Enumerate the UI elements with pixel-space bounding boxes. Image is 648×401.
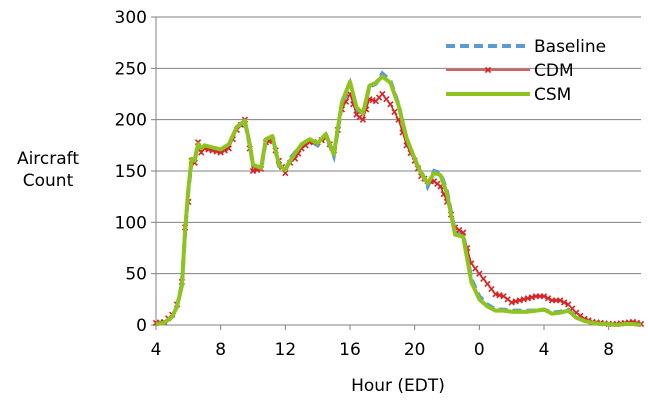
series-line-csm xyxy=(155,74,642,327)
x-tick-label-0: 4 xyxy=(151,340,162,360)
y-tick-label-250: 250 xyxy=(115,59,147,79)
data-point xyxy=(379,90,386,98)
x-tick-label-6: 4 xyxy=(539,340,550,360)
data-point xyxy=(383,95,390,103)
series-markers-cdm xyxy=(152,90,645,328)
data-point xyxy=(544,295,552,302)
series-layer xyxy=(152,70,645,328)
y-axis-label-line2: Count xyxy=(23,171,74,191)
legend-label-baseline: Baseline xyxy=(534,37,606,57)
y-tick-label-100: 100 xyxy=(115,213,147,233)
legend: Baseline CDM CSM xyxy=(446,37,606,105)
data-point xyxy=(391,108,398,116)
y-tick-label-300: 300 xyxy=(115,8,147,28)
x-tick-label-3: 16 xyxy=(339,340,361,360)
x-axis-label: Hour (EDT) xyxy=(351,376,445,396)
data-point xyxy=(540,293,548,300)
data-point xyxy=(282,169,289,177)
legend-marker-cdm xyxy=(484,66,492,74)
y-tick-label-0: 0 xyxy=(136,316,147,336)
legend-marker-point xyxy=(484,66,492,74)
gridlines xyxy=(156,16,641,275)
x-tick-label-4: 20 xyxy=(404,340,426,360)
x-tick-label-7: 8 xyxy=(603,340,614,360)
y-tick-label-50: 50 xyxy=(125,265,147,285)
data-point xyxy=(387,101,394,108)
data-point xyxy=(476,270,483,277)
y-axis-label-line1: Aircraft xyxy=(17,149,79,169)
data-point xyxy=(561,299,568,306)
x-ticks: 4 8 12 16 20 0 4 8 xyxy=(151,325,614,360)
x-tick-label-2: 12 xyxy=(275,340,297,360)
data-point xyxy=(557,297,564,304)
y-tick-label-200: 200 xyxy=(115,111,147,131)
data-point xyxy=(484,280,491,288)
legend-label-csm: CSM xyxy=(534,85,571,105)
data-point xyxy=(455,226,463,234)
data-point xyxy=(472,265,479,272)
data-point xyxy=(480,275,487,282)
y-tick-label-150: 150 xyxy=(115,162,147,182)
data-point xyxy=(488,285,495,293)
x-tick-label-1: 8 xyxy=(215,340,226,360)
series-line-cdm xyxy=(155,92,642,325)
legend-label-cdm: CDM xyxy=(534,61,574,81)
x-tick-label-5: 0 xyxy=(474,340,485,360)
y-ticks: 0 50 100 150 200 250 300 xyxy=(115,8,156,336)
data-point xyxy=(359,116,367,123)
